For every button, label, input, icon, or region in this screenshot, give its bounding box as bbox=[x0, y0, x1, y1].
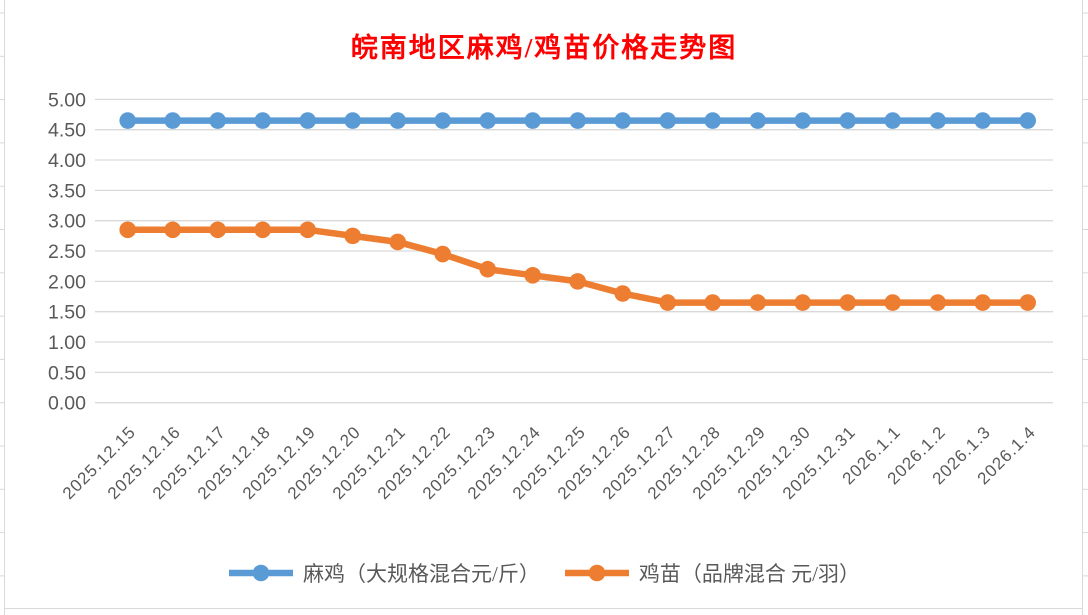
data-point-s1-16 bbox=[839, 294, 856, 311]
data-point-s0-17 bbox=[884, 112, 901, 129]
data-point-s1-12 bbox=[659, 294, 676, 311]
data-point-s1-13 bbox=[704, 294, 721, 311]
y-axis-tick-label: 2.00 bbox=[48, 271, 86, 293]
y-axis-tick-label: 1.00 bbox=[48, 332, 86, 354]
y-axis-tick-label: 3.50 bbox=[48, 180, 86, 202]
data-point-s1-2 bbox=[209, 221, 226, 239]
legend-label-machicken: 麻鸡（大规格混合元/斤） bbox=[303, 562, 540, 586]
data-point-s1-4 bbox=[299, 221, 317, 239]
data-point-s0-10 bbox=[569, 112, 586, 129]
y-axis-tick-label: 4.00 bbox=[48, 150, 86, 172]
y-axis-tick-label: 3.00 bbox=[48, 211, 86, 233]
data-point-s0-12 bbox=[659, 112, 676, 129]
y-axis-tick-label: 5.00 bbox=[48, 89, 86, 111]
y-axis-tick-label: 0.00 bbox=[48, 393, 86, 415]
data-point-s1-17 bbox=[884, 294, 901, 311]
data-point-s0-3 bbox=[254, 112, 271, 129]
legend-item-chick: 鸡苗（品牌混合 元/羽） bbox=[564, 558, 860, 588]
data-point-s0-7 bbox=[434, 112, 452, 129]
data-point-s1-1 bbox=[164, 221, 181, 239]
data-point-s1-18 bbox=[929, 294, 946, 311]
data-point-s0-1 bbox=[164, 112, 181, 129]
data-point-s0-16 bbox=[839, 112, 856, 129]
data-point-s0-2 bbox=[209, 112, 226, 129]
data-point-s1-7 bbox=[434, 245, 452, 263]
y-axis-tick-label: 4.50 bbox=[48, 120, 86, 142]
data-point-s0-9 bbox=[524, 112, 541, 129]
data-point-s0-19 bbox=[974, 112, 991, 129]
data-point-s0-0 bbox=[119, 112, 136, 129]
data-point-s0-8 bbox=[479, 112, 497, 129]
series-line-1 bbox=[124, 226, 1031, 306]
data-point-s0-20 bbox=[1019, 112, 1036, 129]
data-point-s1-20 bbox=[1019, 294, 1036, 311]
y-axis-tick-label: 1.50 bbox=[48, 302, 86, 324]
data-point-s1-15 bbox=[794, 294, 811, 311]
data-point-s0-14 bbox=[749, 112, 766, 129]
chart-legend: 麻鸡（大规格混合元/斤） 鸡苗（品牌混合 元/羽） bbox=[0, 552, 1088, 594]
data-point-s0-4 bbox=[299, 112, 317, 129]
data-point-s1-10 bbox=[569, 273, 586, 290]
data-point-s0-5 bbox=[344, 112, 362, 129]
data-point-s1-5 bbox=[344, 227, 362, 245]
legend-item-machicken: 麻鸡（大规格混合元/斤） bbox=[228, 558, 540, 588]
y-axis-tick-label: 2.50 bbox=[48, 241, 86, 263]
data-point-s1-11 bbox=[614, 285, 631, 302]
legend-line-marker-icon bbox=[564, 564, 629, 582]
data-point-s1-19 bbox=[974, 294, 991, 311]
data-point-s0-18 bbox=[929, 112, 946, 129]
data-point-s0-6 bbox=[389, 112, 407, 129]
data-point-s1-0 bbox=[119, 221, 136, 239]
data-point-s1-8 bbox=[479, 260, 497, 278]
data-point-s0-15 bbox=[794, 112, 811, 129]
data-point-s1-3 bbox=[254, 221, 271, 239]
data-point-s1-6 bbox=[389, 233, 407, 251]
y-axis-tick-label: 0.50 bbox=[48, 362, 86, 384]
data-point-s0-13 bbox=[704, 112, 721, 129]
data-point-s1-9 bbox=[524, 266, 541, 284]
legend-label-chick: 鸡苗（品牌混合 元/羽） bbox=[638, 562, 860, 586]
data-point-s0-11 bbox=[614, 112, 631, 129]
data-point-s1-14 bbox=[749, 294, 766, 311]
legend-line-marker-icon bbox=[229, 564, 294, 582]
